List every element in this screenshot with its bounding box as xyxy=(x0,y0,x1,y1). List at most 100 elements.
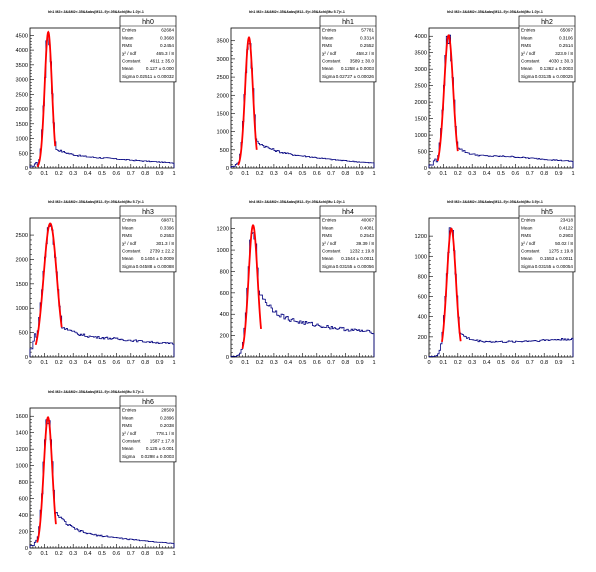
chart-title: hh5 M2>.3&&M2<.35&&abs(M12-.9)<.05&&chi(… xyxy=(447,200,543,204)
x-tick-label: 0.9 xyxy=(156,360,164,366)
x-tick-label: 0.6 xyxy=(313,360,321,366)
stats-box xyxy=(518,15,576,83)
stats-label: Sigma xyxy=(521,264,534,269)
x-tick-label: 0.2 xyxy=(256,360,264,366)
y-tick-label: 800 xyxy=(19,480,28,486)
x-tick-label: 0.5 xyxy=(299,360,307,366)
stats-label: Constant xyxy=(122,249,141,254)
y-tick-label: 400 xyxy=(19,513,28,519)
stats-value: 65097 xyxy=(560,28,573,33)
x-tick-label: 0.2 xyxy=(454,171,462,177)
chart-title: hh6 M2>.3&&M2<.35&&abs(M12-.9)<.05&&chi(… xyxy=(48,390,144,394)
stats-label: χ² / ndf xyxy=(122,431,137,436)
x-tick-label: 0.4 xyxy=(284,171,292,177)
stats-label: Entries xyxy=(322,28,337,33)
stats-value: 0.1553 ± 0.0011 xyxy=(540,256,573,261)
stats-value: 40067 xyxy=(361,218,374,223)
y-tick-label: 400 xyxy=(220,312,229,318)
stats-label: RMS xyxy=(122,423,132,428)
stats-value: 62684 xyxy=(161,28,174,33)
stats-value: 0.0298 ± 0.0003 xyxy=(141,454,175,459)
x-tick-label: 0.2 xyxy=(55,360,63,366)
stats-box xyxy=(319,15,377,83)
y-tick-label: 1000 xyxy=(415,254,427,260)
x-tick-label: 0 xyxy=(28,360,31,366)
stats-label: Constant xyxy=(322,249,341,254)
stats-label: χ² / ndf xyxy=(322,241,337,246)
x-tick-label: 0.4 xyxy=(284,360,292,366)
y-tick-label: 2000 xyxy=(415,100,427,106)
stats-value: 0.2553 xyxy=(160,233,174,238)
stats-value: 50.02 / 8 xyxy=(555,241,573,246)
chart-panel-hh1: hh1 M2>.3&&M2<.35&&abs(M12-.9)<.05&&chi(… xyxy=(217,10,377,177)
stats-label: χ² / ndf xyxy=(322,51,337,56)
chart-title: hh2 M2>.3&&M2<.35&&abs(M12-.9)<.05&&chi(… xyxy=(447,10,543,14)
x-tick-label: 0.1 xyxy=(41,360,49,366)
y-tick-label: 1500 xyxy=(217,111,229,117)
stats-label: Entries xyxy=(122,218,137,223)
stats-box xyxy=(319,205,377,273)
stats-value: 0.03135 ± 0.00025 xyxy=(535,74,574,79)
stats-value: 0.3106 xyxy=(559,35,573,40)
x-tick-label: 0.5 xyxy=(497,171,505,177)
chart-title: hh3 M2>.3&&M2<.35&&abs(M12-.9)<.05&&chi(… xyxy=(48,200,144,204)
stats-label: Mean xyxy=(322,66,334,71)
y-tick-label: 1400 xyxy=(16,431,28,437)
chart-title: hh4 M2>.3&&M2<.35&&abs(M12-.9)<.05&&chi(… xyxy=(249,200,345,204)
x-tick-label: 0.1 xyxy=(241,360,249,366)
stats-value: 28509 xyxy=(161,408,174,413)
stats-label: Sigma xyxy=(122,74,135,79)
x-tick-label: 0.5 xyxy=(98,171,106,177)
stats-label: χ² / ndf xyxy=(521,241,536,246)
x-tick-label: 0 xyxy=(28,171,31,177)
stats-label: Mean xyxy=(122,446,134,451)
gaussian-fit-curve xyxy=(237,35,258,166)
y-tick-label: 0 xyxy=(226,355,229,361)
stats-value: 0.2454 xyxy=(160,43,174,48)
stats-value: 4611 ± 35.0 xyxy=(150,59,174,64)
y-tick-label: 200 xyxy=(220,334,229,340)
stats-label: Mean xyxy=(521,225,533,230)
y-tick-label: 1200 xyxy=(217,227,229,233)
chart-panel-hh0: hh1 M2>.3&&M2<.35&&abs(M12-.9)<.05&&chi(… xyxy=(16,10,177,177)
stats-value: 465.3 / 8 xyxy=(156,51,174,56)
y-tick-label: 0 xyxy=(226,166,229,172)
y-tick-label: 1200 xyxy=(415,234,427,240)
x-tick-label: 0.4 xyxy=(84,360,92,366)
y-tick-label: 1000 xyxy=(415,133,427,139)
y-tick-label: 1000 xyxy=(217,130,229,136)
y-tick-label: 2500 xyxy=(16,92,28,98)
y-tick-label: 400 xyxy=(418,315,427,321)
x-tick-label: 0.8 xyxy=(540,171,548,177)
x-tick-label: 0.8 xyxy=(342,360,350,366)
stats-value: 1275 ± 19.8 xyxy=(549,249,574,254)
stats-label: Sigma xyxy=(322,74,335,79)
stats-value: 1232 ± 19.8 xyxy=(350,249,375,254)
stats-value: 0.125 ± 0.001 xyxy=(146,446,175,451)
stats-value: 1587 ± 17.8 xyxy=(150,439,175,444)
y-tick-label: 1600 xyxy=(16,414,28,420)
stats-label: Constant xyxy=(521,59,540,64)
stats-value: 323.9 / 8 xyxy=(555,51,573,56)
y-tick-label: 600 xyxy=(19,497,28,503)
y-tick-label: 0 xyxy=(25,546,28,552)
stats-value: 0.02727 ± 0.00026 xyxy=(336,74,375,79)
y-tick-label: 2500 xyxy=(16,233,28,239)
y-tick-label: 0 xyxy=(25,355,28,361)
x-tick-label: 0.5 xyxy=(98,551,106,557)
x-tick-label: 0 xyxy=(427,171,430,177)
y-tick-label: 800 xyxy=(418,274,427,280)
stats-value: 2739 ± 22.2 xyxy=(150,249,175,254)
stats-value: 0.1404 ± 0.0009 xyxy=(141,256,175,261)
stats-value: 23418 xyxy=(560,218,573,223)
x-tick-label: 0.7 xyxy=(327,360,335,366)
x-tick-label: 0.3 xyxy=(270,360,278,366)
stats-label: Sigma xyxy=(122,454,135,459)
y-tick-label: 2500 xyxy=(415,84,427,90)
y-tick-label: 1000 xyxy=(217,248,229,254)
x-tick-label: 0.8 xyxy=(141,360,149,366)
x-tick-label: 0.4 xyxy=(483,360,491,366)
gaussian-fit-curve xyxy=(36,416,57,543)
y-tick-label: 500 xyxy=(19,151,28,157)
x-tick-label: 0.1 xyxy=(241,171,249,177)
